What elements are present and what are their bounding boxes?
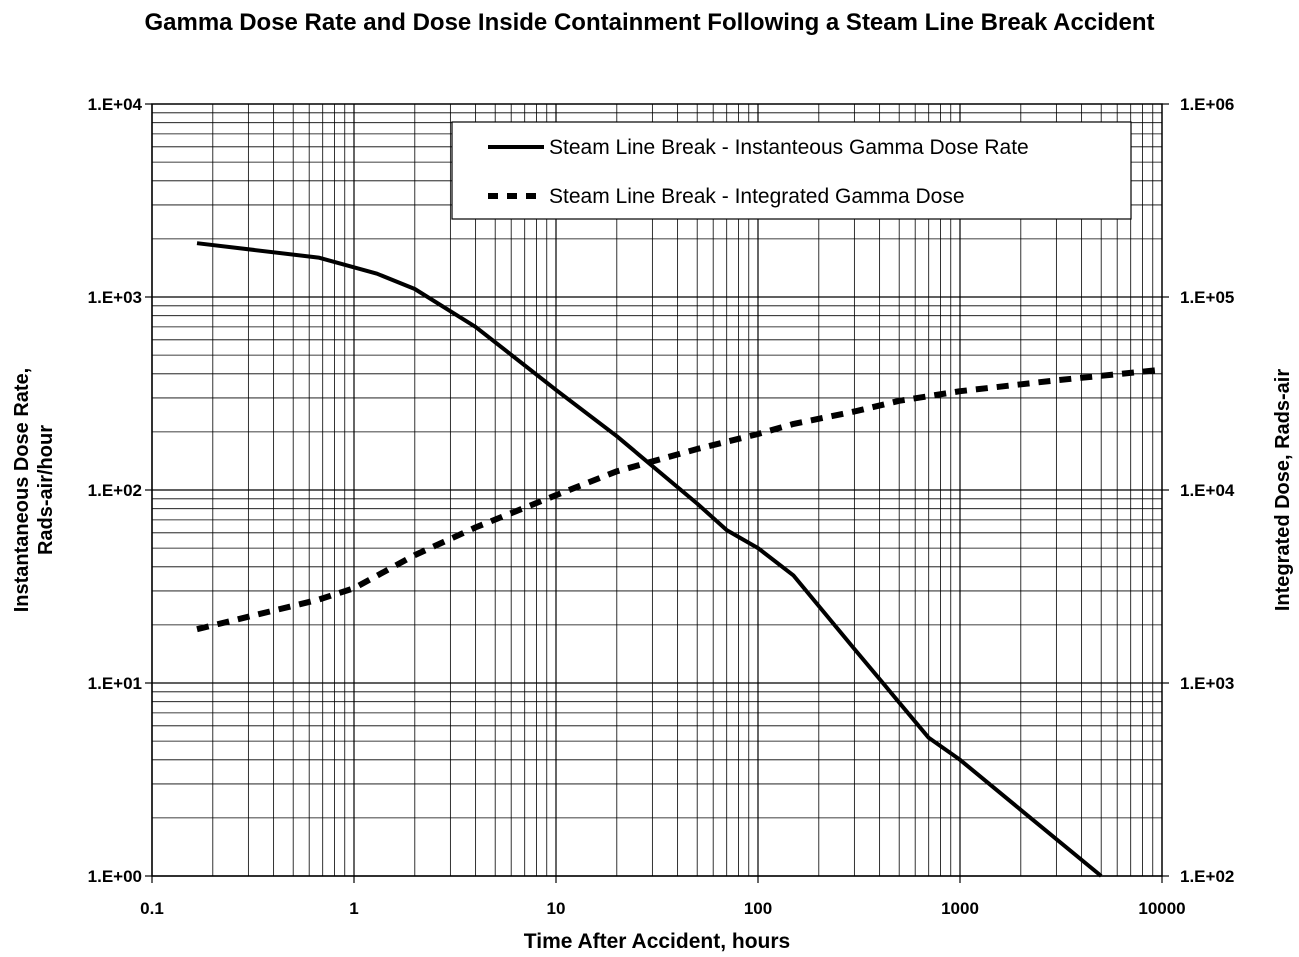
grid-lines <box>151 104 1162 877</box>
x-tick-label: 0.1 <box>140 899 164 918</box>
plot-frame <box>145 103 1169 883</box>
y2-tick-label: 1.E+05 <box>1180 288 1234 307</box>
legend: Steam Line Break - Instanteous Gamma Dos… <box>451 121 1132 220</box>
y-tick-label: 1.E+01 <box>88 674 142 693</box>
x-tick-label: 1000 <box>941 899 979 918</box>
x-tick-label: 10000 <box>1138 899 1185 918</box>
y2-tick-label: 1.E+03 <box>1180 674 1234 693</box>
legend-label-0: Steam Line Break - Instanteous Gamma Dos… <box>549 136 1029 159</box>
legend-label-1: Steam Line Break - Integrated Gamma Dose <box>549 185 965 208</box>
legend-box <box>451 121 1132 220</box>
chart-title: Gamma Dose Rate and Dose Inside Containm… <box>144 9 1155 36</box>
x-tick-label: 100 <box>744 899 772 918</box>
y2-tick-label: 1.E+02 <box>1180 867 1234 886</box>
y-tick-label: 1.E+00 <box>88 867 142 886</box>
y-tick-label: 1.E+04 <box>88 95 143 114</box>
y2-tick-label: 1.E+04 <box>1180 481 1235 500</box>
tick-labels: 0.1 1 10 100 1000 10000 1.E+00 1.E+01 1.E+02 1.E+… <box>88 95 1235 918</box>
series-lines <box>196 241 1163 878</box>
series-line-integrated-dose <box>196 366 1163 633</box>
x-axis-label: Time After Accident, hours <box>523 930 791 953</box>
y-tick-label: 1.E+03 <box>88 288 142 307</box>
y-tick-label: 1.E+02 <box>88 481 142 500</box>
x-tick-label: 1 <box>349 899 358 918</box>
x-tick-label: 10 <box>547 899 566 918</box>
y2-tick-label: 1.E+06 <box>1180 95 1234 114</box>
series-line-dose-rate <box>196 241 1103 878</box>
